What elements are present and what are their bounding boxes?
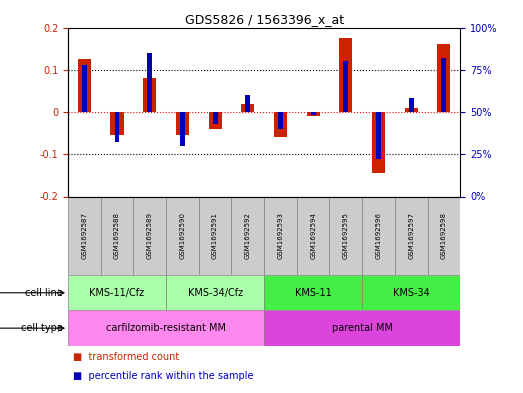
Bar xyxy=(311,112,315,116)
Bar xyxy=(68,275,166,310)
Bar xyxy=(264,310,460,346)
Bar xyxy=(329,196,362,275)
Bar xyxy=(344,61,348,112)
Bar xyxy=(231,196,264,275)
Bar xyxy=(339,38,353,112)
Bar xyxy=(274,112,287,137)
Bar xyxy=(376,112,381,159)
Bar xyxy=(409,99,414,112)
Text: GSM1692597: GSM1692597 xyxy=(408,212,414,259)
Bar xyxy=(166,275,264,310)
Text: GSM1692591: GSM1692591 xyxy=(212,212,218,259)
Bar xyxy=(68,196,100,275)
Bar xyxy=(441,58,446,112)
Title: GDS5826 / 1563396_x_at: GDS5826 / 1563396_x_at xyxy=(185,13,344,26)
Bar xyxy=(78,59,91,112)
Text: GSM1692596: GSM1692596 xyxy=(376,212,381,259)
Bar xyxy=(180,112,185,146)
Bar xyxy=(297,196,329,275)
Text: GSM1692588: GSM1692588 xyxy=(114,212,120,259)
Bar xyxy=(437,44,450,112)
Bar xyxy=(110,112,123,135)
Bar xyxy=(362,275,460,310)
Bar xyxy=(306,112,320,116)
Text: GSM1692595: GSM1692595 xyxy=(343,212,349,259)
Bar xyxy=(264,196,297,275)
Text: GSM1692594: GSM1692594 xyxy=(310,212,316,259)
Text: KMS-34/Cfz: KMS-34/Cfz xyxy=(188,288,243,298)
Bar xyxy=(82,65,87,112)
Text: KMS-11/Cfz: KMS-11/Cfz xyxy=(89,288,144,298)
Bar xyxy=(264,275,362,310)
Text: GSM1692598: GSM1692598 xyxy=(441,212,447,259)
Bar xyxy=(199,196,231,275)
Text: GSM1692593: GSM1692593 xyxy=(278,212,283,259)
Text: GSM1692587: GSM1692587 xyxy=(82,212,87,259)
Text: cell line: cell line xyxy=(25,288,63,298)
Text: parental MM: parental MM xyxy=(332,323,393,333)
Bar xyxy=(143,78,156,112)
Bar xyxy=(147,53,152,112)
Bar xyxy=(245,95,250,112)
Text: GSM1692592: GSM1692592 xyxy=(245,212,251,259)
Bar xyxy=(428,196,460,275)
Bar xyxy=(241,103,254,112)
Bar xyxy=(176,112,189,135)
Bar xyxy=(405,108,418,112)
Bar xyxy=(115,112,119,142)
Bar xyxy=(372,112,385,173)
Bar xyxy=(395,196,428,275)
Bar xyxy=(213,112,218,124)
Bar xyxy=(68,310,264,346)
Text: carfilzomib-resistant MM: carfilzomib-resistant MM xyxy=(106,323,226,333)
Bar xyxy=(362,196,395,275)
Text: GSM1692590: GSM1692590 xyxy=(179,212,185,259)
Bar xyxy=(166,196,199,275)
Bar xyxy=(278,112,283,129)
Bar xyxy=(133,196,166,275)
Text: KMS-11: KMS-11 xyxy=(295,288,332,298)
Text: ■  transformed count: ■ transformed count xyxy=(73,352,179,362)
Text: GSM1692589: GSM1692589 xyxy=(147,212,153,259)
Bar xyxy=(209,112,222,129)
Bar xyxy=(100,196,133,275)
Text: KMS-34: KMS-34 xyxy=(393,288,429,298)
Text: cell type: cell type xyxy=(21,323,63,333)
Text: ■  percentile rank within the sample: ■ percentile rank within the sample xyxy=(73,371,254,381)
